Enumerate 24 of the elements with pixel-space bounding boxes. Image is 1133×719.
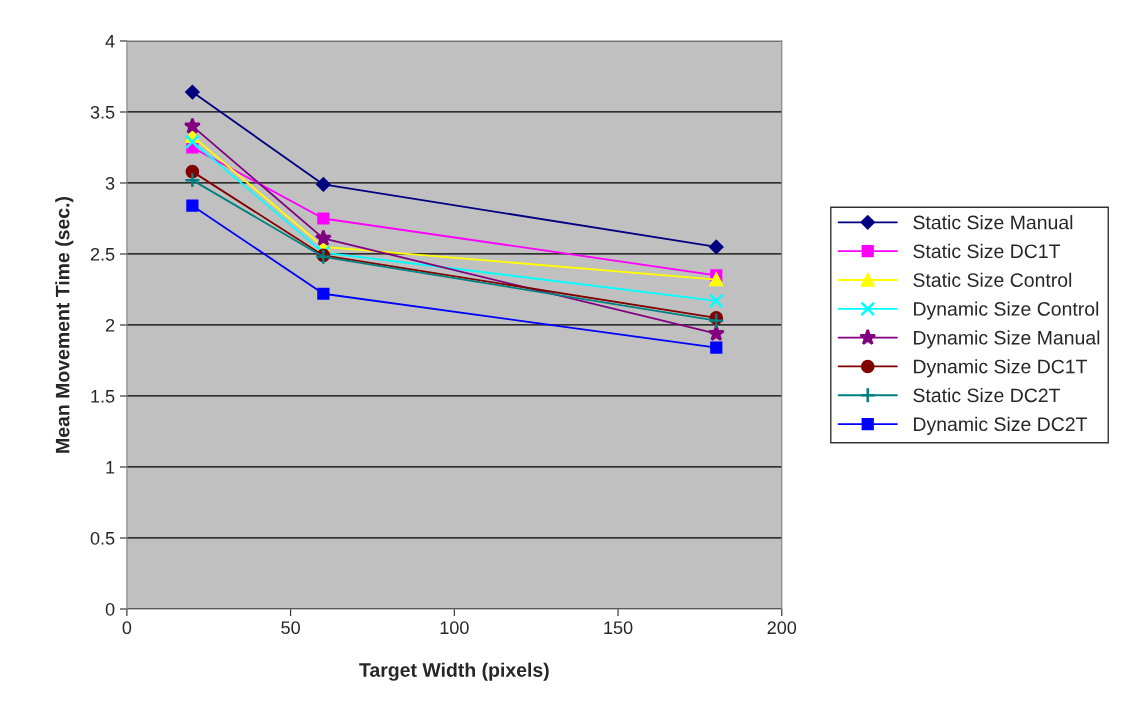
y-tick-label: 2.5 [90,247,115,261]
legend-label: Dynamic Size DC2T [914,416,1088,435]
x-tick-label: 0 [122,621,132,635]
y-tick-label: 2 [105,318,115,332]
y-tick-label: 3.5 [90,105,115,119]
legend-label: Static Size Manual [913,215,1073,230]
x-tick-label: 150 [604,621,633,635]
legend-label: Dynamic Size Manual [914,330,1100,349]
y-tick-label: 1.5 [91,390,115,403]
x-axis-title: Target Width (pixels) [359,662,549,681]
legend-label: Static Size DC1T [913,243,1061,259]
x-tick-label: 50 [281,621,300,635]
legend-label: Dynamic Size DC1T [914,359,1088,378]
x-tick-label: 100 [440,621,469,635]
y-tick-label: 4 [105,35,115,48]
legend-label: Static Size Control [913,272,1072,287]
legend-label: Dynamic Size Control [914,301,1099,320]
y-tick-label: 0.5 [90,531,115,545]
legend-label: Static Size DC2T [913,387,1061,403]
y-tick-label: 3 [105,176,115,190]
y-tick-label: 0 [105,602,115,616]
y-axis-title: Mean Movement Time (sec.) [55,196,74,453]
x-tick-label: 200 [767,621,797,635]
y-tick-label: 1 [106,461,115,474]
